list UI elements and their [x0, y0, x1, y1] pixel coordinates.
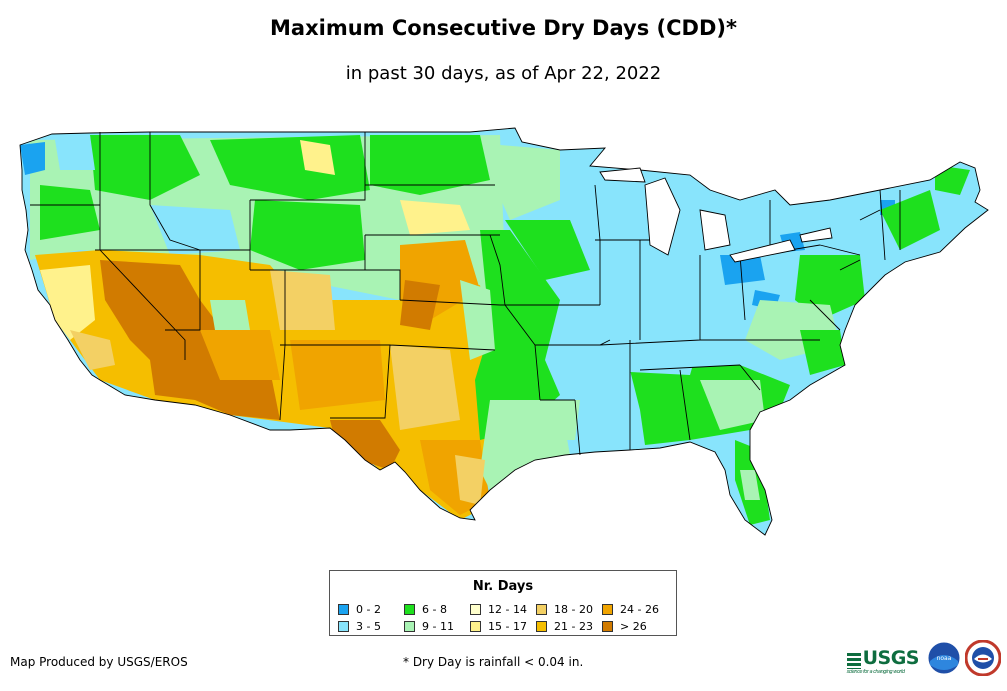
legend-label: > 26: [620, 619, 647, 633]
legend-items: 0 - 2 6 - 8 12 - 14 18 - 20 24 - 26 3 - 5 9 - …: [338, 602, 668, 633]
footnote-text: * Dry Day is rainfall < 0.04 in.: [403, 655, 584, 669]
legend-swatch: [470, 603, 481, 615]
legend-label: 21 - 23: [554, 619, 593, 633]
usgs-stripes-icon: [846, 653, 861, 669]
legend-item: 24 - 26: [602, 602, 668, 616]
logo-strip: USGS science for a changing world noaa: [846, 640, 1001, 676]
usgs-logo-text: USGS: [862, 647, 920, 669]
legend-swatch: [470, 620, 481, 632]
legend-item: 6 - 8: [404, 602, 470, 616]
noaa-logo-icon: noaa: [927, 641, 961, 675]
legend-label: 12 - 14: [488, 602, 527, 616]
legend-swatch: [536, 620, 547, 632]
legend-label: 15 - 17: [488, 619, 527, 633]
usgs-logo: USGS science for a changing world: [846, 647, 920, 675]
map-title: Maximum Consecutive Dry Days (CDD)*: [270, 16, 737, 40]
legend-item: 18 - 20: [536, 602, 602, 616]
state-boundaries: [19, 127, 989, 536]
legend-label: 9 - 11: [422, 619, 454, 633]
credit-text: Map Produced by USGS/EROS: [10, 655, 188, 669]
map-subtitle: in past 30 days, as of Apr 22, 2022: [345, 63, 662, 84]
legend-item: > 26: [602, 619, 668, 633]
legend: Nr. Days 0 - 2 6 - 8 12 - 14 18 - 20 24 - 26…: [329, 570, 677, 636]
legend-label: 24 - 26: [620, 602, 659, 616]
legend-item: 3 - 5: [338, 619, 404, 633]
legend-swatch: [338, 620, 349, 632]
legend-swatch: [338, 603, 349, 615]
legend-swatch: [404, 620, 415, 632]
legend-swatch: [602, 620, 613, 632]
legend-item: 9 - 11: [404, 619, 470, 633]
legend-title: Nr. Days: [472, 579, 534, 594]
legend-item: 21 - 23: [536, 619, 602, 633]
legend-swatch: [404, 603, 415, 615]
legend-item: 0 - 2: [338, 602, 404, 616]
legend-label: 18 - 20: [554, 602, 593, 616]
legend-label: 6 - 8: [422, 602, 447, 616]
legend-label: 3 - 5: [356, 619, 381, 633]
us-cdd-map: [19, 127, 989, 536]
nws-logo-icon: [965, 640, 1001, 676]
usgs-tagline: science for a changing world: [846, 669, 905, 675]
legend-label: 0 - 2: [356, 602, 381, 616]
legend-item: 15 - 17: [470, 619, 536, 633]
legend-swatch: [602, 603, 613, 615]
legend-swatch: [536, 603, 547, 615]
legend-item: 12 - 14: [470, 602, 536, 616]
noaa-logo-text: noaa: [937, 655, 952, 662]
